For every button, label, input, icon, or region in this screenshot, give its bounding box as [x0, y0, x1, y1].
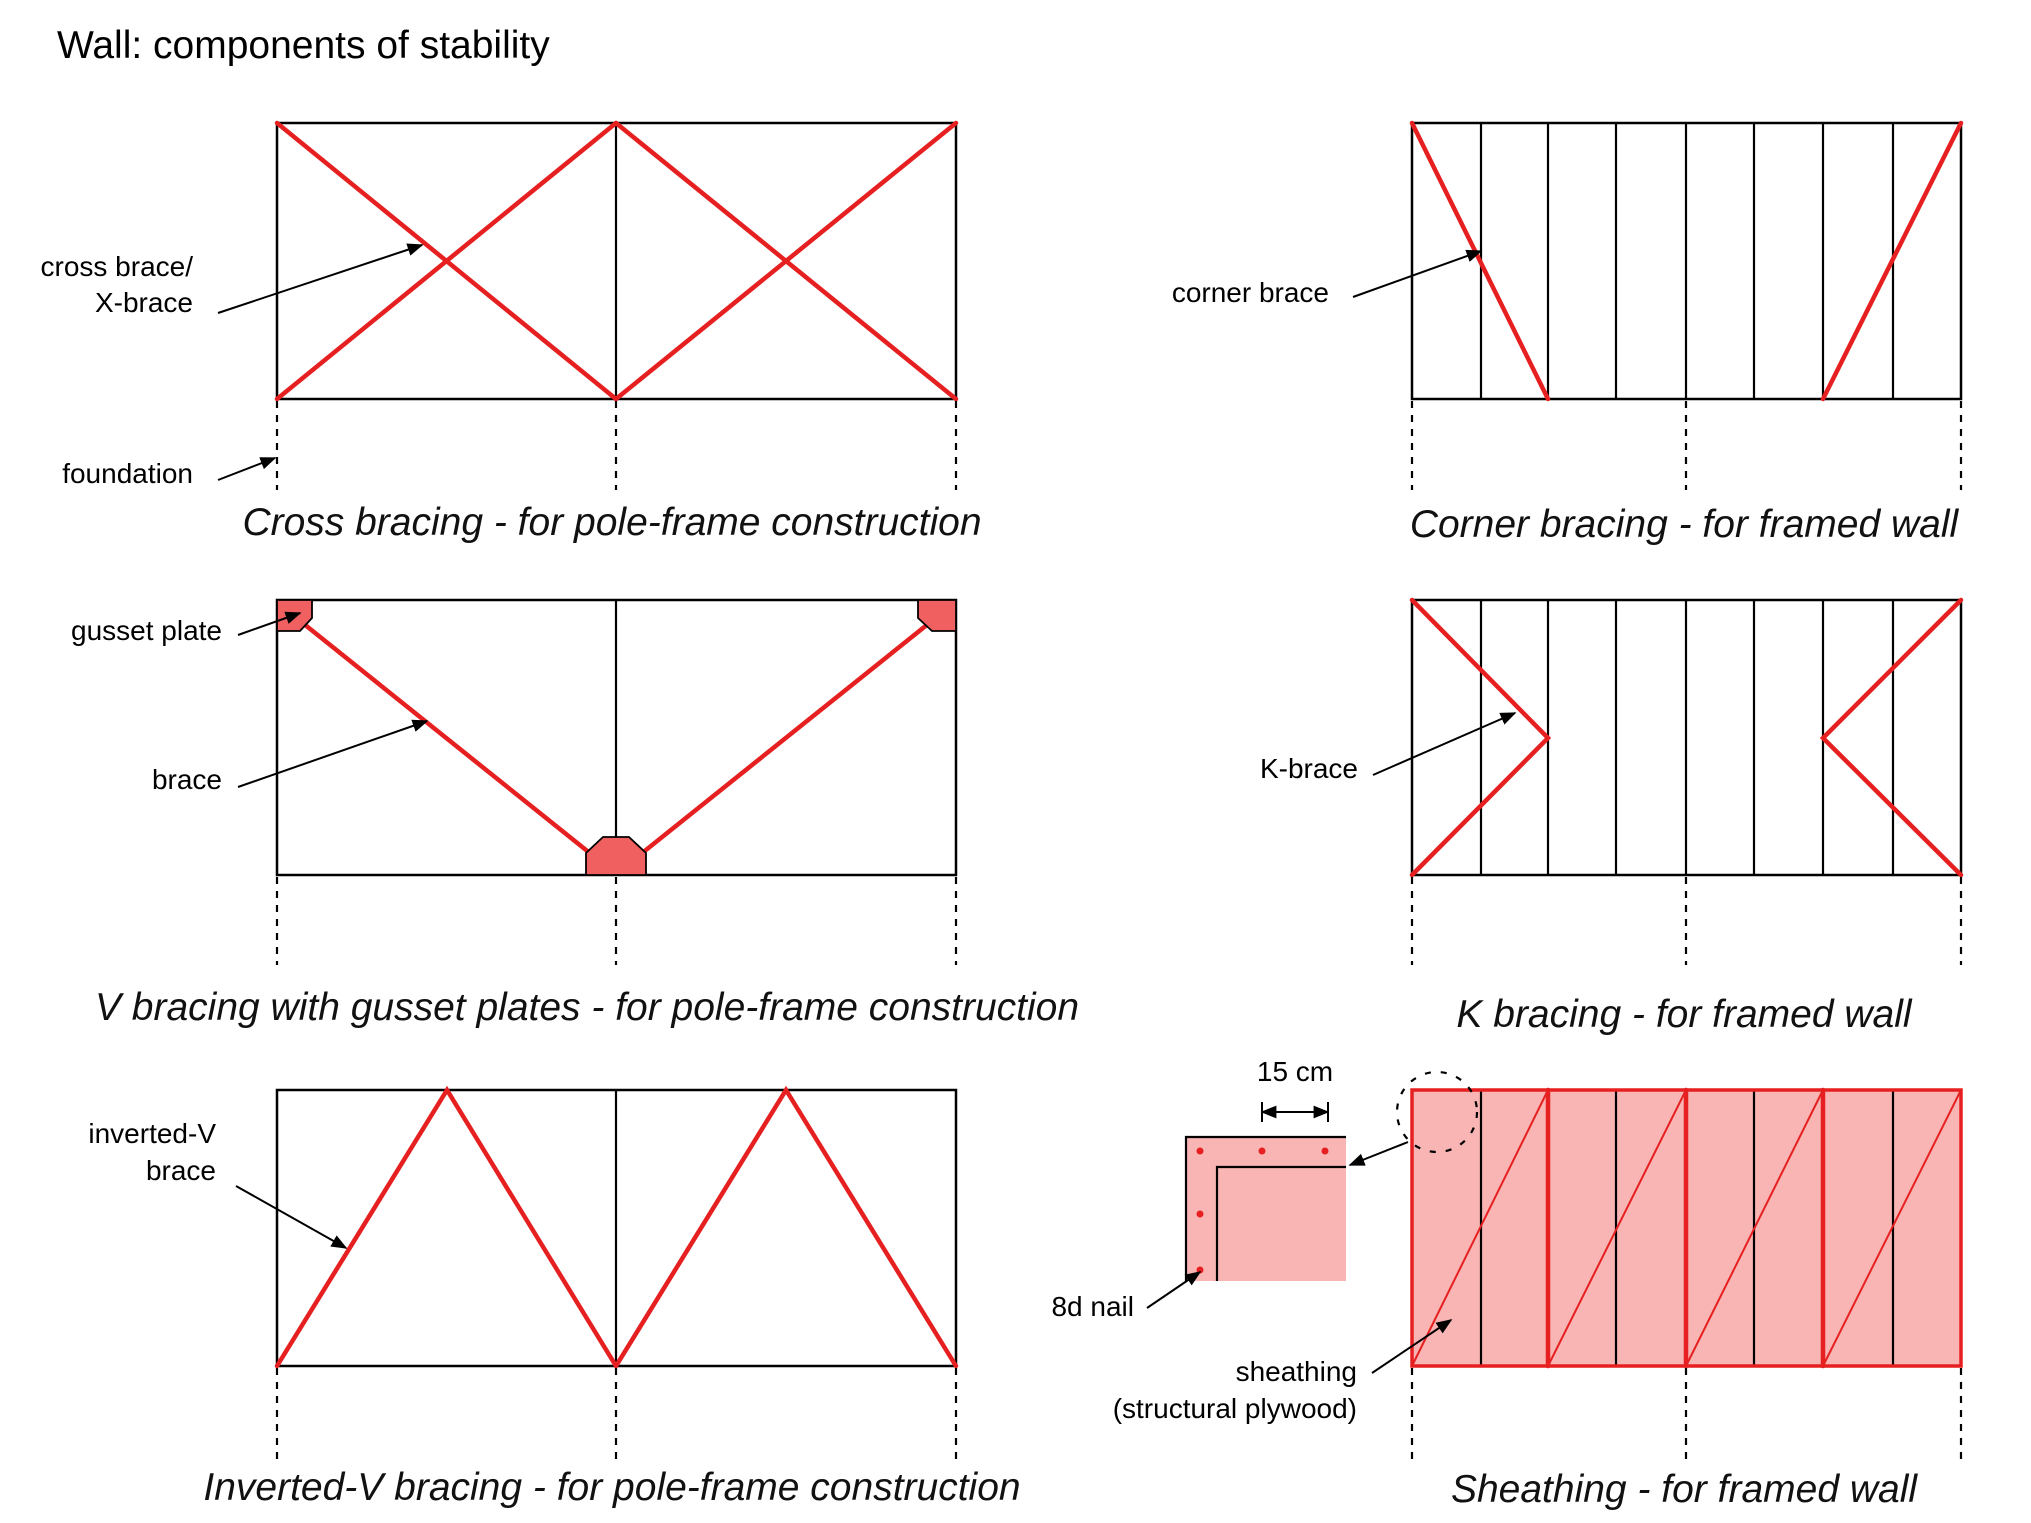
nail-leader-arrow [1146, 1271, 1202, 1309]
gusset-plate [585, 836, 647, 876]
sheathing-diagonal [1547, 1089, 1687, 1367]
cross-bracing-caption: Cross bracing - for pole-frame construct… [242, 501, 981, 544]
foundation-label: foundation [62, 458, 193, 489]
sheathing-label: sheathing [1236, 1356, 1357, 1387]
x-brace-line [274, 120, 619, 402]
inverted-v-bracing-panel: inverted-V brace Inverted-V bracing - fo… [88, 1085, 1021, 1509]
sheathing-diagonal [1685, 1089, 1824, 1367]
sheathing-leader-arrow [1371, 1319, 1453, 1374]
sheathing-diagonal [1822, 1089, 1962, 1367]
page-title: Wall: components of stability [57, 24, 550, 67]
spacing-label: 15 cm [1257, 1056, 1333, 1087]
inverted-v-leader-arrow [235, 1185, 348, 1249]
cross-bracing-panel: cross brace/ X-brace foundation Cross br… [41, 120, 982, 544]
detail-stud-inner [1215, 1165, 1346, 1281]
inverted-v-brace-line [274, 1085, 959, 1371]
sheathing-diagonal [1411, 1089, 1549, 1367]
k-brace-line [1409, 597, 1552, 878]
inverted-v-brace-label: brace [146, 1155, 216, 1186]
k-brace-label: K-brace [1260, 753, 1358, 784]
detail-sheathing [1186, 1137, 1346, 1281]
corner-bracing-panel: corner brace Corner bracing - for framed… [1172, 120, 1964, 546]
sheathing-panel: 15 cm 8d nail sheathing (structural plyw… [1051, 1056, 1963, 1511]
detail-stud-outline [1184, 1135, 1346, 1281]
v-bracing-caption: V bracing with gusset plates - for pole-… [95, 986, 1079, 1029]
sheathing-caption: Sheathing - for framed wall [1451, 1468, 1918, 1511]
detail-leader-arrow [1348, 1141, 1409, 1166]
x-brace-label: X-brace [95, 287, 193, 318]
gusset-plate-label: gusset plate [71, 615, 222, 646]
corner-brace-line [1820, 120, 1964, 402]
nail-dot [1196, 1147, 1204, 1155]
cross-brace-label: cross brace/ [41, 251, 194, 282]
k-bracing-panel: K-brace K bracing - for framed wall [1260, 597, 1964, 1036]
nail-dot [1258, 1147, 1266, 1155]
v-bracing-panel: gusset plate brace V bracing with gusset… [71, 598, 1079, 1029]
k-brace-line [1819, 597, 1964, 878]
gusset-leader-arrow [237, 611, 302, 636]
foundation-leader-arrow [217, 457, 277, 481]
v-brace-line [281, 605, 609, 869]
corner-brace-label: corner brace [1172, 277, 1329, 308]
inverted-v-label: inverted-V [88, 1118, 216, 1149]
brace-label: brace [152, 764, 222, 795]
gusset-plate [917, 599, 957, 632]
nailing-detail: 15 cm [1184, 1056, 1346, 1281]
structural-plywood-label: (structural plywood) [1113, 1393, 1357, 1424]
nail-dot [1321, 1147, 1329, 1155]
v-brace-line [623, 605, 951, 869]
inverted-v-caption: Inverted-V bracing - for pole-frame cons… [203, 1466, 1020, 1509]
nail-label: 8d nail [1051, 1291, 1134, 1322]
k-bracing-caption: K bracing - for framed wall [1456, 993, 1913, 1036]
cross-brace-leader-arrow [217, 243, 424, 314]
k-brace-leader-arrow [1372, 712, 1517, 776]
brace-leader-arrow [237, 719, 429, 788]
nail-dot [1196, 1210, 1204, 1218]
detail-callout-circle [1395, 1070, 1479, 1154]
corner-bracing-caption: Corner bracing - for framed wall [1410, 503, 1960, 546]
x-brace-line [613, 120, 959, 402]
corner-brace-leader-arrow [1352, 249, 1483, 298]
